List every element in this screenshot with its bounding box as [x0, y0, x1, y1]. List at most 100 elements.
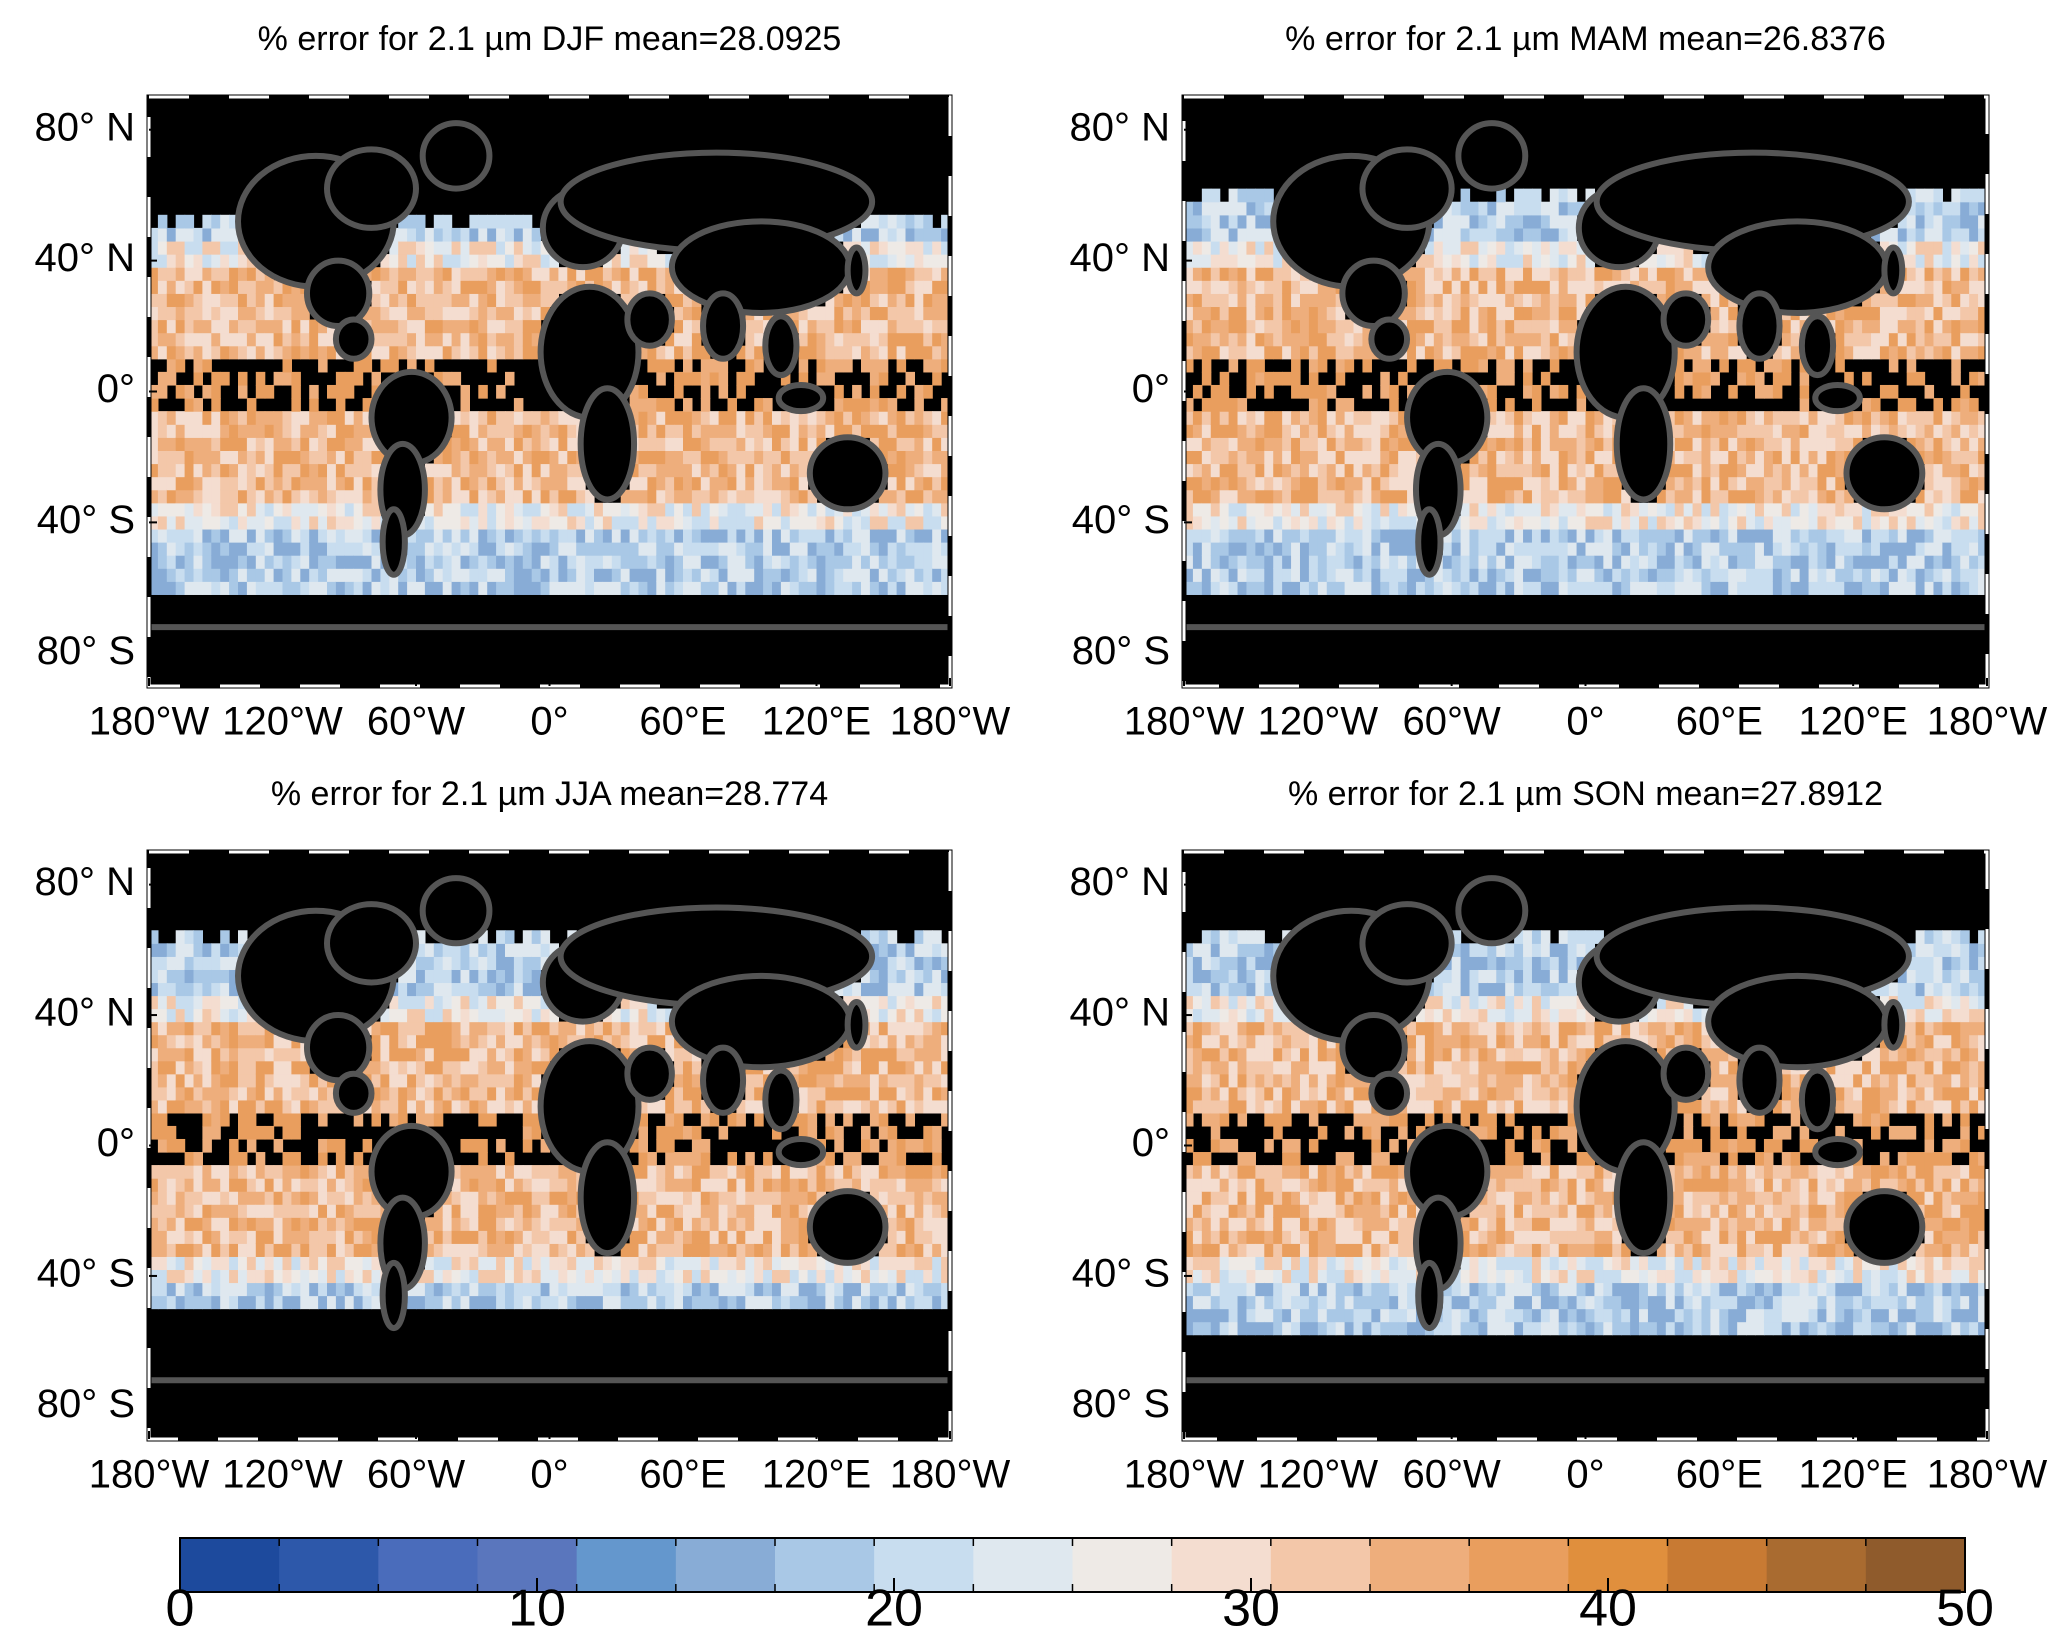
- map-cell: [1264, 502, 1274, 517]
- x-tick-label: 180°W: [890, 700, 1011, 744]
- map-cell: [1478, 319, 1488, 334]
- map-cell: [433, 969, 444, 984]
- map-cell: [1683, 371, 1694, 386]
- map-cell: [478, 332, 488, 347]
- map-cell: [451, 995, 462, 1010]
- map-cell: [505, 424, 515, 438]
- map-cell: [914, 214, 924, 229]
- map-cell: [709, 476, 720, 491]
- map-cell: [291, 398, 301, 412]
- map-cell: [772, 528, 782, 543]
- map-cell: [1639, 280, 1649, 294]
- map-cell: [1407, 450, 1417, 465]
- map-cell: [424, 345, 435, 360]
- map-cell: [1201, 227, 1212, 242]
- map-cell: [1451, 227, 1462, 242]
- map-cell: [834, 293, 844, 308]
- map-cell: [585, 489, 595, 504]
- map-cell: [1523, 332, 1533, 347]
- map-cell: [1273, 515, 1283, 530]
- map-cell: [264, 581, 275, 595]
- map-cell: [149, 463, 159, 478]
- map-cell: [513, 1256, 524, 1271]
- map-cell: [611, 1008, 622, 1023]
- map-cell: [255, 1152, 266, 1166]
- map-cell: [1630, 528, 1640, 543]
- map-cell: [496, 254, 506, 268]
- map-cell: [407, 528, 417, 543]
- map-cell: [1264, 319, 1274, 334]
- map-cell: [567, 568, 577, 582]
- map-cell: [576, 267, 586, 281]
- map-cell: [202, 1191, 212, 1205]
- map-cell: [353, 502, 364, 517]
- map-cell: [683, 555, 693, 569]
- map-cell: [166, 1269, 177, 1284]
- map-cell: [1558, 345, 1569, 360]
- map-cell: [861, 568, 871, 582]
- map-cell: [238, 542, 248, 556]
- map-cell: [1389, 581, 1399, 595]
- map-cell: [1460, 267, 1471, 281]
- map-cell: [1514, 502, 1524, 517]
- map-cell: [923, 214, 933, 229]
- map-cell: [1701, 476, 1712, 491]
- map-cell: [309, 437, 319, 451]
- map-cell: [166, 240, 177, 255]
- map-cell: [1808, 568, 1819, 582]
- map-cell: [656, 371, 666, 386]
- map-cell: [1656, 489, 1667, 504]
- map-cell: [451, 982, 462, 997]
- map-cell: [451, 319, 462, 334]
- map-cell: [371, 581, 381, 595]
- map-cell: [1246, 293, 1256, 308]
- map-cell: [496, 515, 506, 530]
- map-cell: [1772, 489, 1783, 504]
- map-cell: [1656, 293, 1667, 308]
- map-cell: [540, 568, 551, 582]
- map-cell: [282, 345, 292, 360]
- map-cell: [451, 1165, 462, 1179]
- map-cell: [175, 293, 186, 308]
- map-cell: [166, 542, 177, 556]
- map-cell: [433, 1269, 444, 1284]
- map-cell: [861, 424, 871, 438]
- map-cell: [896, 581, 907, 595]
- map-cell: [246, 424, 257, 438]
- map-cell: [1871, 515, 1881, 530]
- map-cell: [318, 1191, 328, 1205]
- map-cell: [469, 1008, 479, 1023]
- map-cell: [798, 476, 809, 491]
- map-cell: [211, 1047, 221, 1062]
- map-cell: [1933, 463, 1943, 478]
- map-cell: [469, 437, 479, 451]
- map-cell: [193, 424, 203, 438]
- map-cell: [1496, 463, 1506, 478]
- map-cell: [932, 267, 942, 281]
- map-cell: [754, 319, 764, 334]
- map-cell: [487, 254, 497, 268]
- map-cell: [282, 1165, 292, 1179]
- map-cell: [1710, 319, 1720, 334]
- map-cell: [1594, 463, 1604, 478]
- map-cell: [442, 1086, 453, 1101]
- map-cell: [1326, 542, 1337, 556]
- map-cell: [1219, 463, 1230, 478]
- map-cell: [1433, 332, 1444, 347]
- map-cell: [1549, 384, 1560, 399]
- map-cell: [1308, 293, 1319, 308]
- map-cell: [149, 227, 159, 242]
- map-cell: [460, 1178, 470, 1192]
- map-cell: [1237, 254, 1248, 268]
- map-cell: [318, 1152, 328, 1166]
- y-tick-label: 40° S: [37, 498, 135, 542]
- map-cell: [1469, 450, 1480, 465]
- map-cell: [1978, 371, 1988, 386]
- map-cell: [665, 581, 675, 595]
- map-cell: [1701, 528, 1712, 543]
- map-cell: [1540, 332, 1551, 347]
- map-cell: [460, 384, 470, 399]
- map-cell: [1772, 450, 1783, 465]
- map-cell: [896, 227, 907, 242]
- map-cell: [522, 476, 533, 491]
